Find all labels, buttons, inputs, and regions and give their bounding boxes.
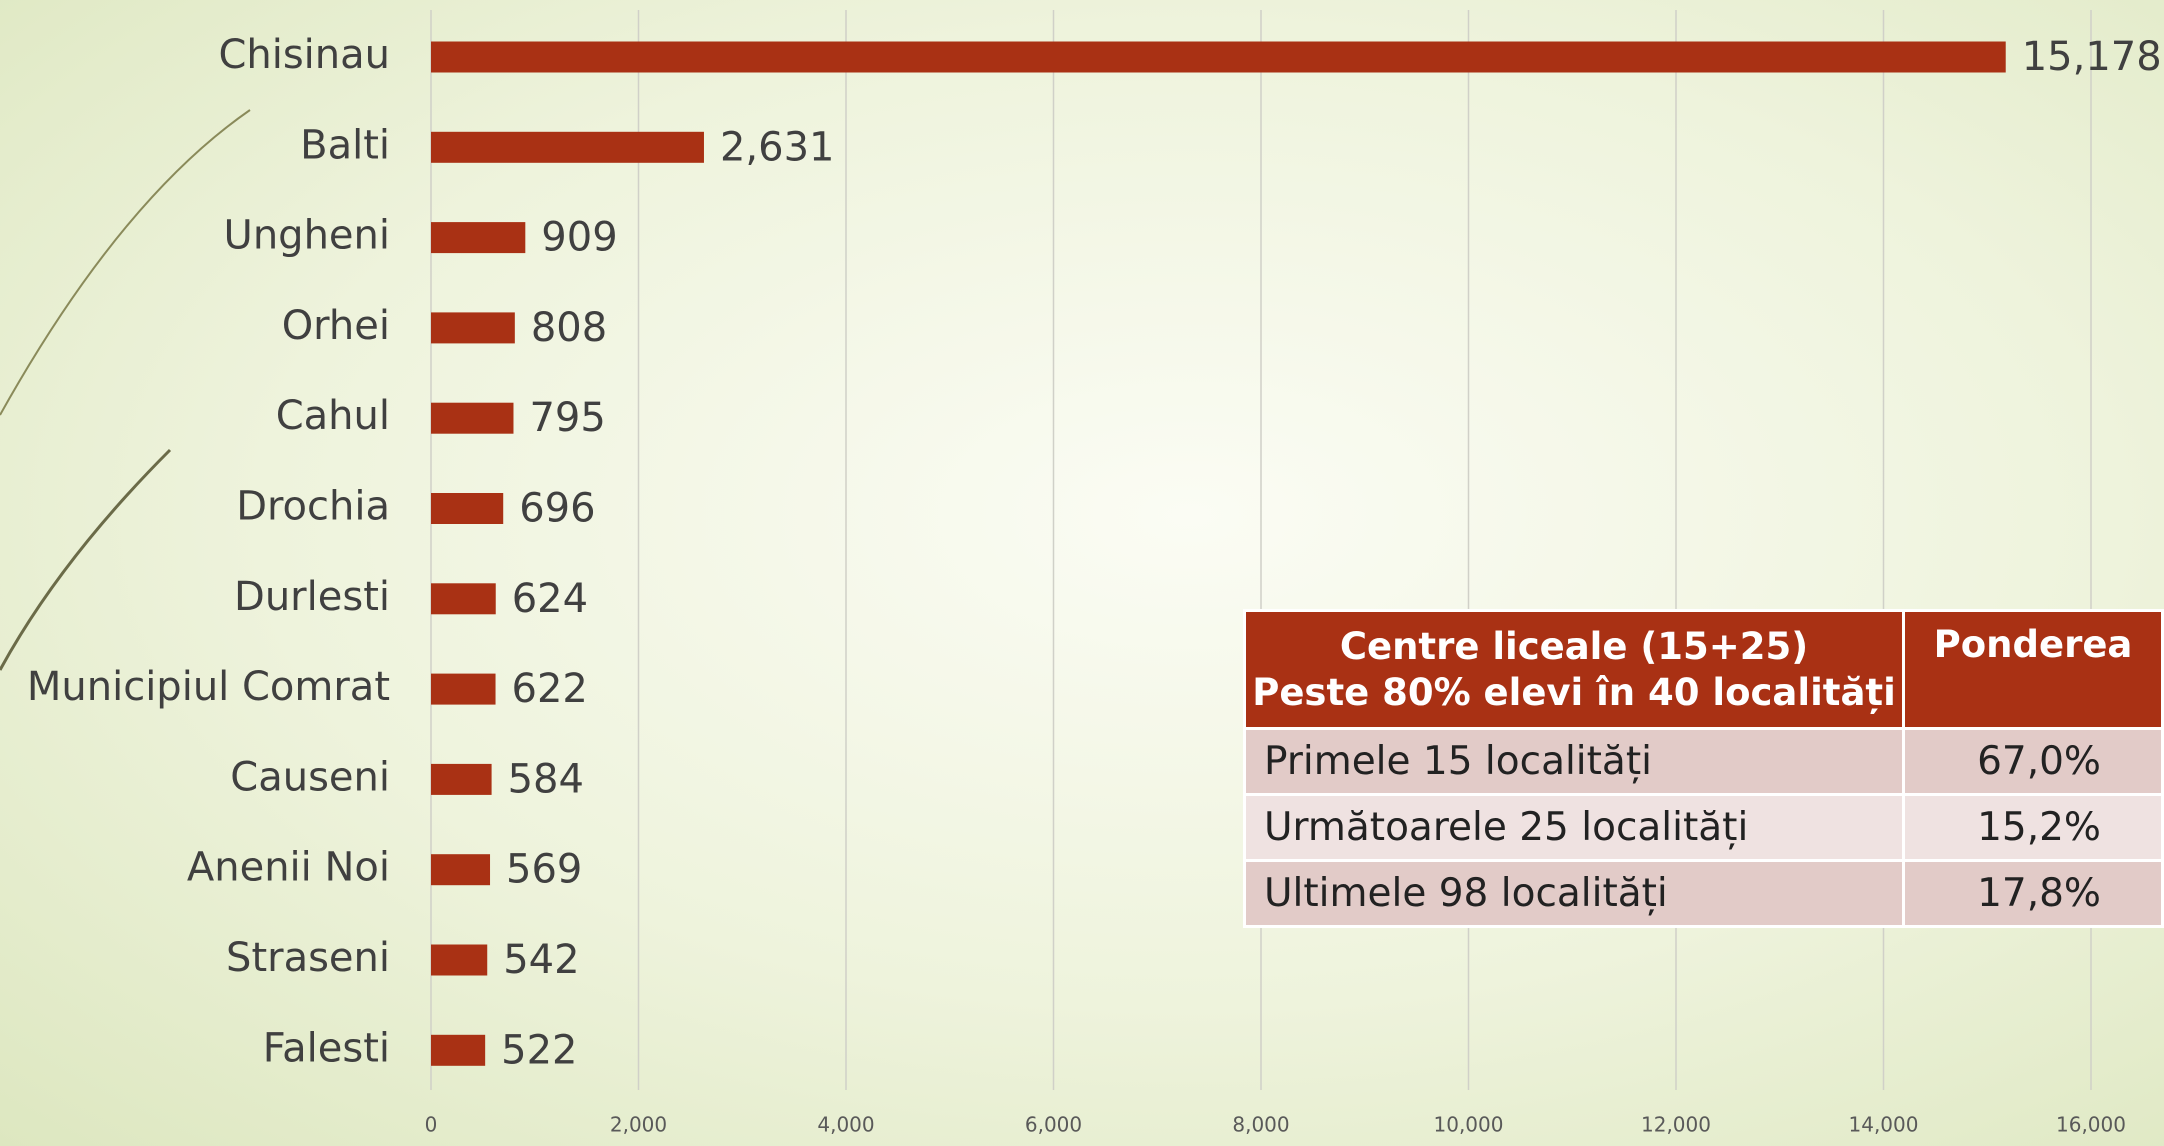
decor-curve	[0, 109, 251, 416]
bar	[431, 1034, 486, 1066]
x-tick-label: 6,000	[1025, 1113, 1082, 1137]
category-label: Orhei	[282, 303, 390, 349]
value-label: 909	[541, 215, 617, 261]
category-label: Municipiul Comrat	[27, 664, 390, 710]
value-label: 569	[506, 847, 582, 893]
row-share: 67,0%	[1902, 727, 2164, 796]
x-tick-label: 10,000	[1434, 1113, 1504, 1137]
bar	[431, 312, 515, 344]
category-label: Causeni	[230, 754, 390, 800]
row-label: Ultimele 98 localități	[1243, 859, 1905, 928]
category-label: Cahul	[276, 393, 390, 439]
row-label: Primele 15 localități	[1243, 727, 1905, 796]
bar	[431, 222, 526, 254]
value-label: 584	[508, 756, 584, 802]
x-tick-label: 12,000	[1641, 1113, 1711, 1137]
value-label: 542	[503, 937, 579, 983]
header-line: Centre liceale (15+25)	[1339, 624, 1809, 668]
category-label: Drochia	[236, 484, 390, 530]
header-share: Ponderea	[1902, 609, 2164, 730]
bar	[431, 854, 491, 886]
table-row: Ultimele 98 localități 17,8%	[1243, 859, 2164, 928]
row-share: 17,8%	[1902, 859, 2164, 928]
value-label: 696	[519, 486, 595, 532]
category-label: Balti	[300, 122, 390, 168]
value-label: 808	[531, 305, 607, 351]
header-title: Centre liceale (15+25) Peste 80% elevi în…	[1243, 609, 1905, 730]
share-table: Centre liceale (15+25) Peste 80% elevi în…	[1243, 609, 2164, 928]
value-label: 2,631	[720, 124, 835, 170]
value-label: 522	[501, 1027, 577, 1073]
bar	[431, 944, 488, 976]
category-label: Ungheni	[224, 213, 390, 259]
x-tick-label: 0	[425, 1113, 438, 1137]
bar	[431, 131, 704, 163]
bar	[431, 402, 514, 434]
bar	[431, 41, 2006, 73]
row-label: Următoarele 25 localități	[1243, 793, 1905, 862]
header-line: Peste 80% elevi în 40 localități	[1252, 670, 1896, 714]
table-row: Primele 15 localități 67,0%	[1243, 727, 2164, 796]
category-label: Falesti	[263, 1025, 390, 1071]
table-row: Următoarele 25 localități 15,2%	[1243, 793, 2164, 862]
bar	[431, 493, 504, 524]
value-label: 15,178	[2022, 34, 2162, 80]
bar	[431, 673, 496, 705]
category-label: Anenii Noi	[187, 845, 390, 891]
x-tick-label: 16,000	[2056, 1113, 2126, 1137]
x-tick-label: 8,000	[1232, 1113, 1289, 1137]
value-label: 624	[512, 576, 588, 622]
table-header: Centre liceale (15+25) Peste 80% elevi în…	[1243, 609, 2164, 730]
bar	[431, 763, 492, 795]
x-tick-label: 2,000	[610, 1113, 667, 1137]
value-label: 795	[529, 395, 605, 441]
x-tick-label: 4,000	[817, 1113, 874, 1137]
category-label: Straseni	[226, 935, 390, 981]
bar	[431, 583, 496, 615]
category-label: Durlesti	[234, 574, 390, 620]
value-label: 622	[512, 666, 588, 712]
x-tick-label: 14,000	[1849, 1113, 1919, 1137]
category-label: Chisinau	[218, 32, 390, 78]
decor-curve	[0, 448, 172, 671]
row-share: 15,2%	[1902, 793, 2164, 862]
